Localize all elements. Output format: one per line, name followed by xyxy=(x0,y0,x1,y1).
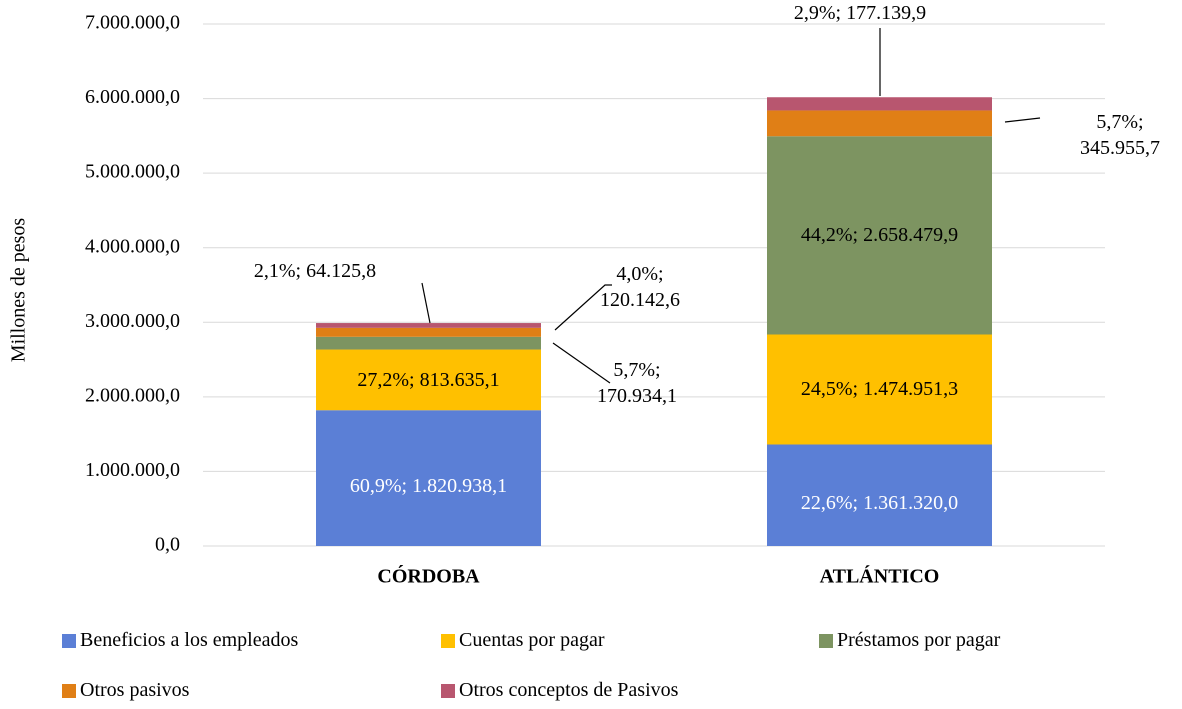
y-tick-label: 0,0 xyxy=(155,534,180,556)
data-label: 2,1%; 64.125,8 xyxy=(253,260,377,282)
leader-line xyxy=(554,284,612,331)
legend-item: Otros pasivos xyxy=(62,679,189,702)
y-tick-label: 2.000.000,0 xyxy=(85,384,180,406)
leader-line xyxy=(552,342,611,384)
legend-item: Otros conceptos de Pasivos xyxy=(441,679,678,702)
bar-segment xyxy=(316,323,541,328)
y-tick-label: 5.000.000,0 xyxy=(85,161,180,183)
y-tick-label: 4.000.000,0 xyxy=(85,235,180,257)
legend-label: Beneficios a los empleados xyxy=(80,629,299,651)
legend-swatch xyxy=(819,633,833,648)
data-label: 4,0%; 120.142,6 xyxy=(600,263,680,311)
bar-segment xyxy=(316,327,541,337)
data-label: 44,2%; 2.658.479,9 xyxy=(800,224,959,247)
legend-swatch xyxy=(62,633,76,648)
bar-segment xyxy=(767,334,992,445)
bar-segment xyxy=(767,97,992,111)
data-label: 5,7%; 345.955,7 xyxy=(1080,111,1160,159)
legend-swatch xyxy=(441,633,455,648)
leader-line xyxy=(1004,117,1041,123)
bar-segment xyxy=(316,349,541,411)
data-label: 24,5%; 1.474.951,3 xyxy=(800,378,959,401)
legend-item: Beneficios a los empleados xyxy=(62,629,298,652)
legend-label: Préstamos por pagar xyxy=(837,629,1001,651)
data-label: 22,6%; 1.361.320,0 xyxy=(800,492,959,515)
leader-line xyxy=(421,282,431,324)
data-label: 60,9%; 1.820.938,1 xyxy=(349,475,508,498)
y-tick-label: 1.000.000,0 xyxy=(85,459,180,481)
data-label: 27,2%; 813.635,1 xyxy=(357,368,500,391)
legend-item: Préstamos por pagar xyxy=(819,629,1000,652)
x-tick-label: ATLÁNTICO xyxy=(820,565,940,588)
bar-segment xyxy=(767,444,992,546)
y-tick-label: 6.000.000,0 xyxy=(85,86,180,108)
bar-segment xyxy=(767,110,992,137)
bar-segment xyxy=(316,336,541,350)
y-tick-label: 3.000.000,0 xyxy=(85,310,180,332)
data-label: 5,7%; 170.934,1 xyxy=(597,359,677,407)
legend-swatch xyxy=(62,683,76,698)
x-tick-label: CÓRDOBA xyxy=(377,564,480,588)
legend-item: Cuentas por pagar xyxy=(441,629,605,652)
legend-swatch xyxy=(441,683,455,698)
legend-label: Cuentas por pagar xyxy=(459,629,605,651)
y-axis-label: Millones de pesos xyxy=(8,218,30,363)
legend-label: Otros pasivos xyxy=(80,679,190,701)
bar-segment xyxy=(316,410,541,546)
y-tick-label: 7.000.000,0 xyxy=(85,12,180,34)
bar-segment xyxy=(767,136,992,335)
legend-label: Otros conceptos de Pasivos xyxy=(459,679,679,701)
data-label: 2,9%; 177.139,9 xyxy=(793,2,927,24)
